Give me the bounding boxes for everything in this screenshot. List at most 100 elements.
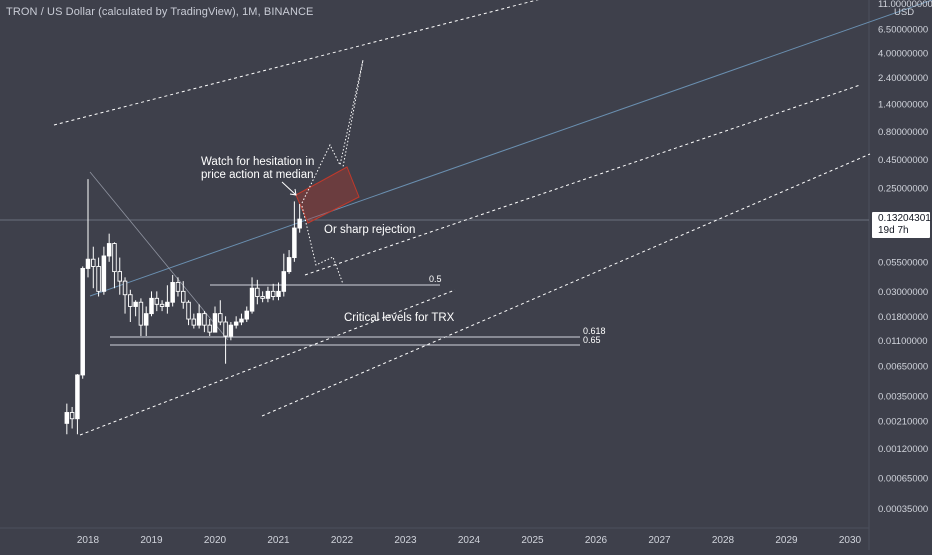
price-axis-label: 0.03000000	[878, 287, 928, 298]
candle[interactable]	[106, 233, 112, 262]
candle[interactable]	[218, 300, 223, 326]
level-label-0-618: 0.618	[583, 326, 606, 336]
chart-title-text: TRON / US Dollar (calculated by TradingV…	[6, 6, 314, 18]
bearish-projection[interactable]	[301, 205, 344, 285]
price-axis[interactable]: 11.00000000 6.50000000 4.00000000 2.4000000…	[878, 0, 932, 515]
time-axis[interactable]: 2018 2019 2020 2021 2022 2023 2024 2025 2026 2027…	[77, 535, 862, 546]
candle[interactable]	[170, 274, 175, 307]
candle[interactable]	[75, 374, 80, 435]
candle[interactable]	[191, 313, 197, 329]
price-axis-label: 0.80000000	[878, 127, 928, 138]
candle[interactable]	[223, 316, 228, 364]
candle[interactable]	[281, 253, 287, 297]
channel-lower-dashed-2[interactable]	[261, 153, 871, 417]
candle[interactable]	[85, 179, 91, 278]
price-axis-label: 0.25000000	[878, 184, 928, 195]
level-label-0-5: 0.5	[429, 274, 442, 284]
candle[interactable]	[239, 313, 244, 326]
candle[interactable]	[270, 283, 276, 301]
candle-body-bear	[128, 294, 133, 307]
candle-body-bull	[297, 218, 302, 229]
annotation-sharp-rejection: Or sharp rejection	[324, 224, 415, 236]
candle[interactable]	[180, 281, 186, 309]
time-axis-label: 2023	[394, 535, 417, 546]
candle-body-bull	[149, 297, 154, 315]
candle[interactable]	[133, 300, 138, 317]
annotation-arrow	[281, 181, 297, 196]
time-axis-label: 2030	[839, 535, 862, 546]
time-axis-label: 2028	[712, 535, 735, 546]
candle-body-bull	[75, 374, 80, 420]
annotation-median-watch: Watch for hesitation in price action at m…	[201, 156, 314, 181]
candle[interactable]	[101, 246, 107, 295]
time-axis-label: 2024	[458, 535, 481, 546]
candle[interactable]	[128, 289, 133, 323]
candle[interactable]	[212, 306, 218, 333]
candle[interactable]	[244, 306, 249, 323]
candle-body-bull	[228, 324, 234, 337]
pitchfork-median-line[interactable]	[89, 0, 932, 297]
time-axis-label: 2027	[648, 535, 671, 546]
candle[interactable]	[112, 242, 117, 289]
price-axis-label: 0.00650000	[878, 361, 928, 372]
current-price-tag: 0.13204301 19d 7h	[872, 212, 931, 238]
candle[interactable]	[159, 300, 165, 312]
annotations: Watch for hesitation in price action at m…	[201, 156, 606, 345]
candle[interactable]	[165, 285, 170, 314]
channel-lower-dashed[interactable]	[79, 289, 456, 436]
current-price-value: 0.13204301	[878, 213, 931, 224]
candle[interactable]	[122, 277, 128, 314]
candle-body-bear	[186, 301, 191, 320]
price-axis-label: 0.00035000	[878, 504, 928, 515]
candle-countdown: 19d 7h	[878, 225, 909, 236]
candle[interactable]	[202, 311, 207, 333]
candle[interactable]	[149, 291, 154, 317]
candle-body-bull	[249, 287, 255, 312]
candle-body-bull	[292, 227, 297, 259]
candle[interactable]	[292, 201, 297, 262]
pitchfork-handle[interactable]	[89, 171, 229, 341]
candle[interactable]	[91, 246, 96, 289]
candle[interactable]	[297, 204, 302, 233]
candle-body-bear	[270, 290, 276, 297]
candle-body-bear	[112, 243, 117, 273]
candle-body-bear	[218, 313, 223, 323]
candle[interactable]	[80, 266, 85, 379]
bullish-projection[interactable]	[301, 59, 364, 204]
candle-body-bull	[106, 243, 112, 257]
candle-body-bull	[196, 313, 202, 326]
candle[interactable]	[276, 282, 281, 301]
candle-body-bear	[223, 321, 228, 337]
candle[interactable]	[117, 257, 122, 295]
candle[interactable]	[175, 277, 181, 297]
channel-mid-dashed[interactable]	[304, 84, 861, 276]
candle[interactable]	[233, 316, 239, 329]
candle[interactable]	[143, 306, 149, 337]
candle[interactable]	[64, 403, 70, 435]
candle[interactable]	[286, 250, 292, 274]
candle[interactable]	[69, 406, 75, 429]
price-axis-label: 0.00120000	[878, 444, 928, 455]
candle[interactable]	[186, 300, 191, 326]
candle[interactable]	[138, 298, 144, 337]
candle[interactable]	[96, 257, 101, 297]
candle-body-bull	[165, 301, 170, 307]
candle[interactable]	[207, 319, 212, 337]
candle[interactable]	[228, 322, 234, 341]
candle-body-bear	[180, 290, 186, 303]
channel-upper-dashed[interactable]	[53, 0, 560, 126]
time-axis-label: 2029	[775, 535, 798, 546]
candle[interactable]	[260, 291, 265, 303]
candle-body-bull	[85, 258, 91, 269]
price-axis-label: 11.00000000	[878, 0, 932, 10]
candle[interactable]	[265, 286, 271, 303]
candle[interactable]	[196, 304, 202, 329]
candle-body-bear	[69, 412, 75, 420]
candle[interactable]	[255, 279, 260, 305]
candle[interactable]	[154, 291, 160, 312]
candle[interactable]	[249, 277, 255, 314]
time-axis-label: 2026	[585, 535, 608, 546]
annotation-arrowhead	[289, 188, 297, 196]
